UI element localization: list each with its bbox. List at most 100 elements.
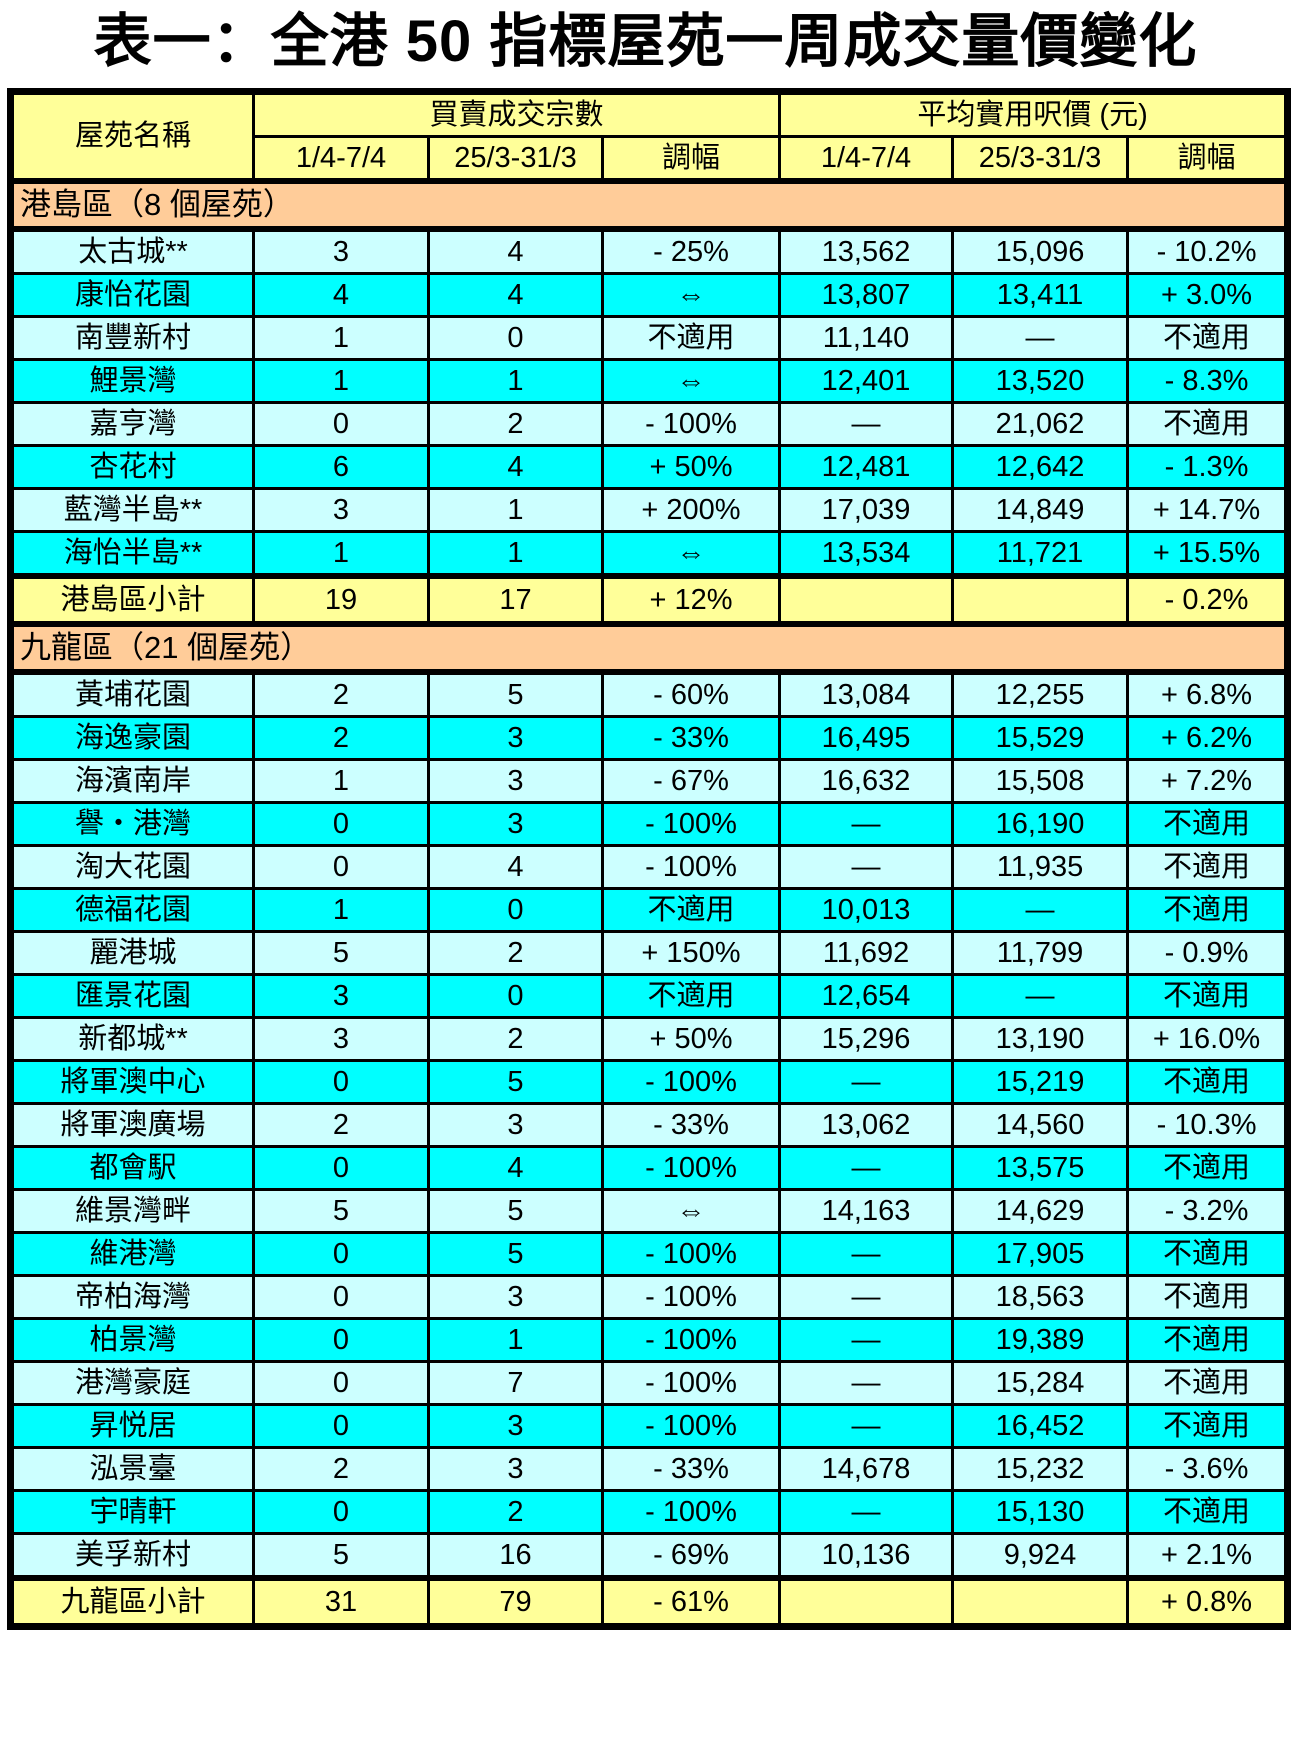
page-title: 表一：全港 50 指標屋苑一周成交量價變化 — [93, 9, 1198, 74]
header-price-previous: 25/3-31/3 — [951, 135, 1130, 183]
price-previous: 19,389 — [951, 1317, 1130, 1363]
vol-change: ⇔ — [600, 272, 782, 318]
price-current: — — [778, 1274, 955, 1320]
price-change: 不適用 — [1126, 1360, 1290, 1406]
price-change: 不適用 — [1126, 1403, 1290, 1449]
price-current: 16,495 — [778, 715, 955, 761]
vol-previous: 2 — [427, 1489, 604, 1535]
vol-change: - 100% — [600, 1317, 782, 1363]
price-previous: 16,452 — [951, 1403, 1130, 1449]
price-previous: 15,284 — [951, 1360, 1130, 1406]
price-current: — — [778, 1231, 955, 1277]
vol-previous: 3 — [427, 715, 604, 761]
vol-change: + 50% — [600, 1016, 782, 1062]
vol-current: 31 — [252, 1575, 430, 1630]
price-current: — — [778, 1317, 955, 1363]
estate-row: 嘉亨灣 0 2- 100% —21,062 不適用 — [9, 401, 1290, 447]
vol-current: 3 — [252, 227, 430, 275]
price-change: 不適用 — [1126, 401, 1290, 447]
vol-change: 不適用 — [600, 973, 782, 1019]
estate-row: 黃埔花園 2 5- 60% 13,084 12,255 + 6.8% — [9, 670, 1290, 718]
price-change: 不適用 — [1126, 844, 1290, 890]
price-previous: 15,232 — [951, 1446, 1130, 1492]
price-change: - 10.2% — [1126, 227, 1290, 275]
estates-table: 屋苑名稱 買賣成交宗數 平均實用呎價 (元) 1/4-7/4 25/3-31/3… — [7, 88, 1291, 1630]
vol-previous: 0 — [427, 973, 604, 1019]
vol-previous: 2 — [427, 930, 604, 976]
price-change: + 14.7% — [1126, 487, 1290, 533]
vol-change: - 100% — [600, 1231, 782, 1277]
vol-previous: 4 — [427, 444, 604, 490]
price-current: — — [778, 801, 955, 847]
estate-name: 宇晴軒 — [9, 1489, 255, 1535]
vol-previous: 7 — [427, 1360, 604, 1406]
vol-current: 0 — [252, 1403, 430, 1449]
estate-name: 嘉亨灣 — [9, 401, 255, 447]
estate-name: 淘大花園 — [9, 844, 255, 890]
price-change: 不適用 — [1126, 1059, 1290, 1105]
estate-row: 譽・港灣 0 3- 100% —16,190 不適用 — [9, 801, 1290, 847]
price-current: 12,401 — [778, 358, 955, 404]
table-body: 港島區（8 個屋苑） 太古城** 3 4- 25% 13,562 15,096- 10.2… — [8, 178, 1290, 1630]
section-title: 九龍區（21 個屋苑） — [8, 621, 1290, 675]
header-price-group: 平均實用呎價 (元) — [778, 90, 1290, 138]
vol-current: 2 — [252, 1446, 430, 1492]
estate-name: 南豐新村 — [9, 315, 255, 361]
estate-name: 杏花村 — [9, 444, 255, 490]
vol-previous: 2 — [427, 1016, 604, 1062]
vol-current: 4 — [252, 272, 430, 318]
estate-row: 帝柏海灣 0 3- 100% —18,563 不適用 — [9, 1274, 1290, 1320]
subtotal-row: 九龍區小計 31 79- 61% + 0.8% — [9, 1575, 1290, 1630]
estate-name: 海逸豪園 — [9, 715, 255, 761]
vol-previous: 1 — [427, 1317, 604, 1363]
estate-row: 維港灣 0 5- 100% —17,905 不適用 — [9, 1231, 1290, 1277]
vol-previous: 3 — [427, 1403, 604, 1449]
price-current: 14,678 — [778, 1446, 955, 1492]
price-change: - 8.3% — [1126, 358, 1290, 404]
vol-current: 1 — [252, 530, 430, 578]
vol-current: 5 — [252, 1532, 430, 1580]
estate-row: 杏花村 6 4 + 50% 12,481 12,642- 1.3% — [9, 444, 1290, 490]
price-change: + 7.2% — [1126, 758, 1290, 804]
price-previous: 13,411 — [951, 272, 1130, 318]
price-change: - 1.3% — [1126, 444, 1290, 490]
price-current: 11,692 — [778, 930, 955, 976]
vol-previous: 1 — [427, 487, 604, 533]
price-current: — — [778, 1489, 955, 1535]
price-current — [778, 1575, 955, 1630]
estate-row: 德福花園 1 0 不適用 10,013— 不適用 — [9, 887, 1290, 933]
price-change: 不適用 — [1126, 1274, 1290, 1320]
price-previous: 14,849 — [951, 487, 1130, 533]
price-current: 13,562 — [778, 227, 955, 275]
vol-current: 1 — [252, 315, 430, 361]
estate-row: 港灣豪庭 0 7- 100% —15,284 不適用 — [9, 1360, 1290, 1406]
price-current: 14,163 — [778, 1188, 955, 1234]
vol-change: ⇔ — [600, 358, 782, 404]
vol-change: ⇔ — [600, 530, 782, 578]
price-previous: 15,508 — [951, 758, 1130, 804]
header-transactions-group: 買賣成交宗數 — [251, 90, 782, 138]
section-title: 港島區（8 個屋苑） — [8, 178, 1290, 232]
vol-previous: 4 — [427, 844, 604, 890]
estate-row: 海濱南岸 1 3- 67% 16,632 15,508 + 7.2% — [9, 758, 1290, 804]
price-current: — — [778, 1360, 955, 1406]
estate-row: 昇悦居 0 3- 100% —16,452 不適用 — [9, 1403, 1290, 1449]
price-change: 不適用 — [1126, 1231, 1290, 1277]
vol-change: - 100% — [600, 844, 782, 890]
vol-change: - 61% — [600, 1575, 782, 1630]
vol-current: 0 — [252, 801, 430, 847]
vol-change: - 100% — [600, 1145, 782, 1191]
price-current: 13,534 — [778, 530, 955, 578]
estate-row: 柏景灣 0 1- 100% —19,389 不適用 — [9, 1317, 1290, 1363]
price-change: - 3.2% — [1126, 1188, 1290, 1234]
header-vol-change: 調幅 — [600, 135, 782, 183]
estate-name: 德福花園 — [9, 887, 255, 933]
price-previous: — — [951, 315, 1130, 361]
price-change: 不適用 — [1126, 887, 1290, 933]
price-previous: 14,629 — [951, 1188, 1130, 1234]
vol-change: - 60% — [600, 670, 782, 718]
vol-change: + 200% — [600, 487, 782, 533]
vol-previous: 79 — [427, 1575, 604, 1630]
vol-previous: 3 — [427, 1446, 604, 1492]
